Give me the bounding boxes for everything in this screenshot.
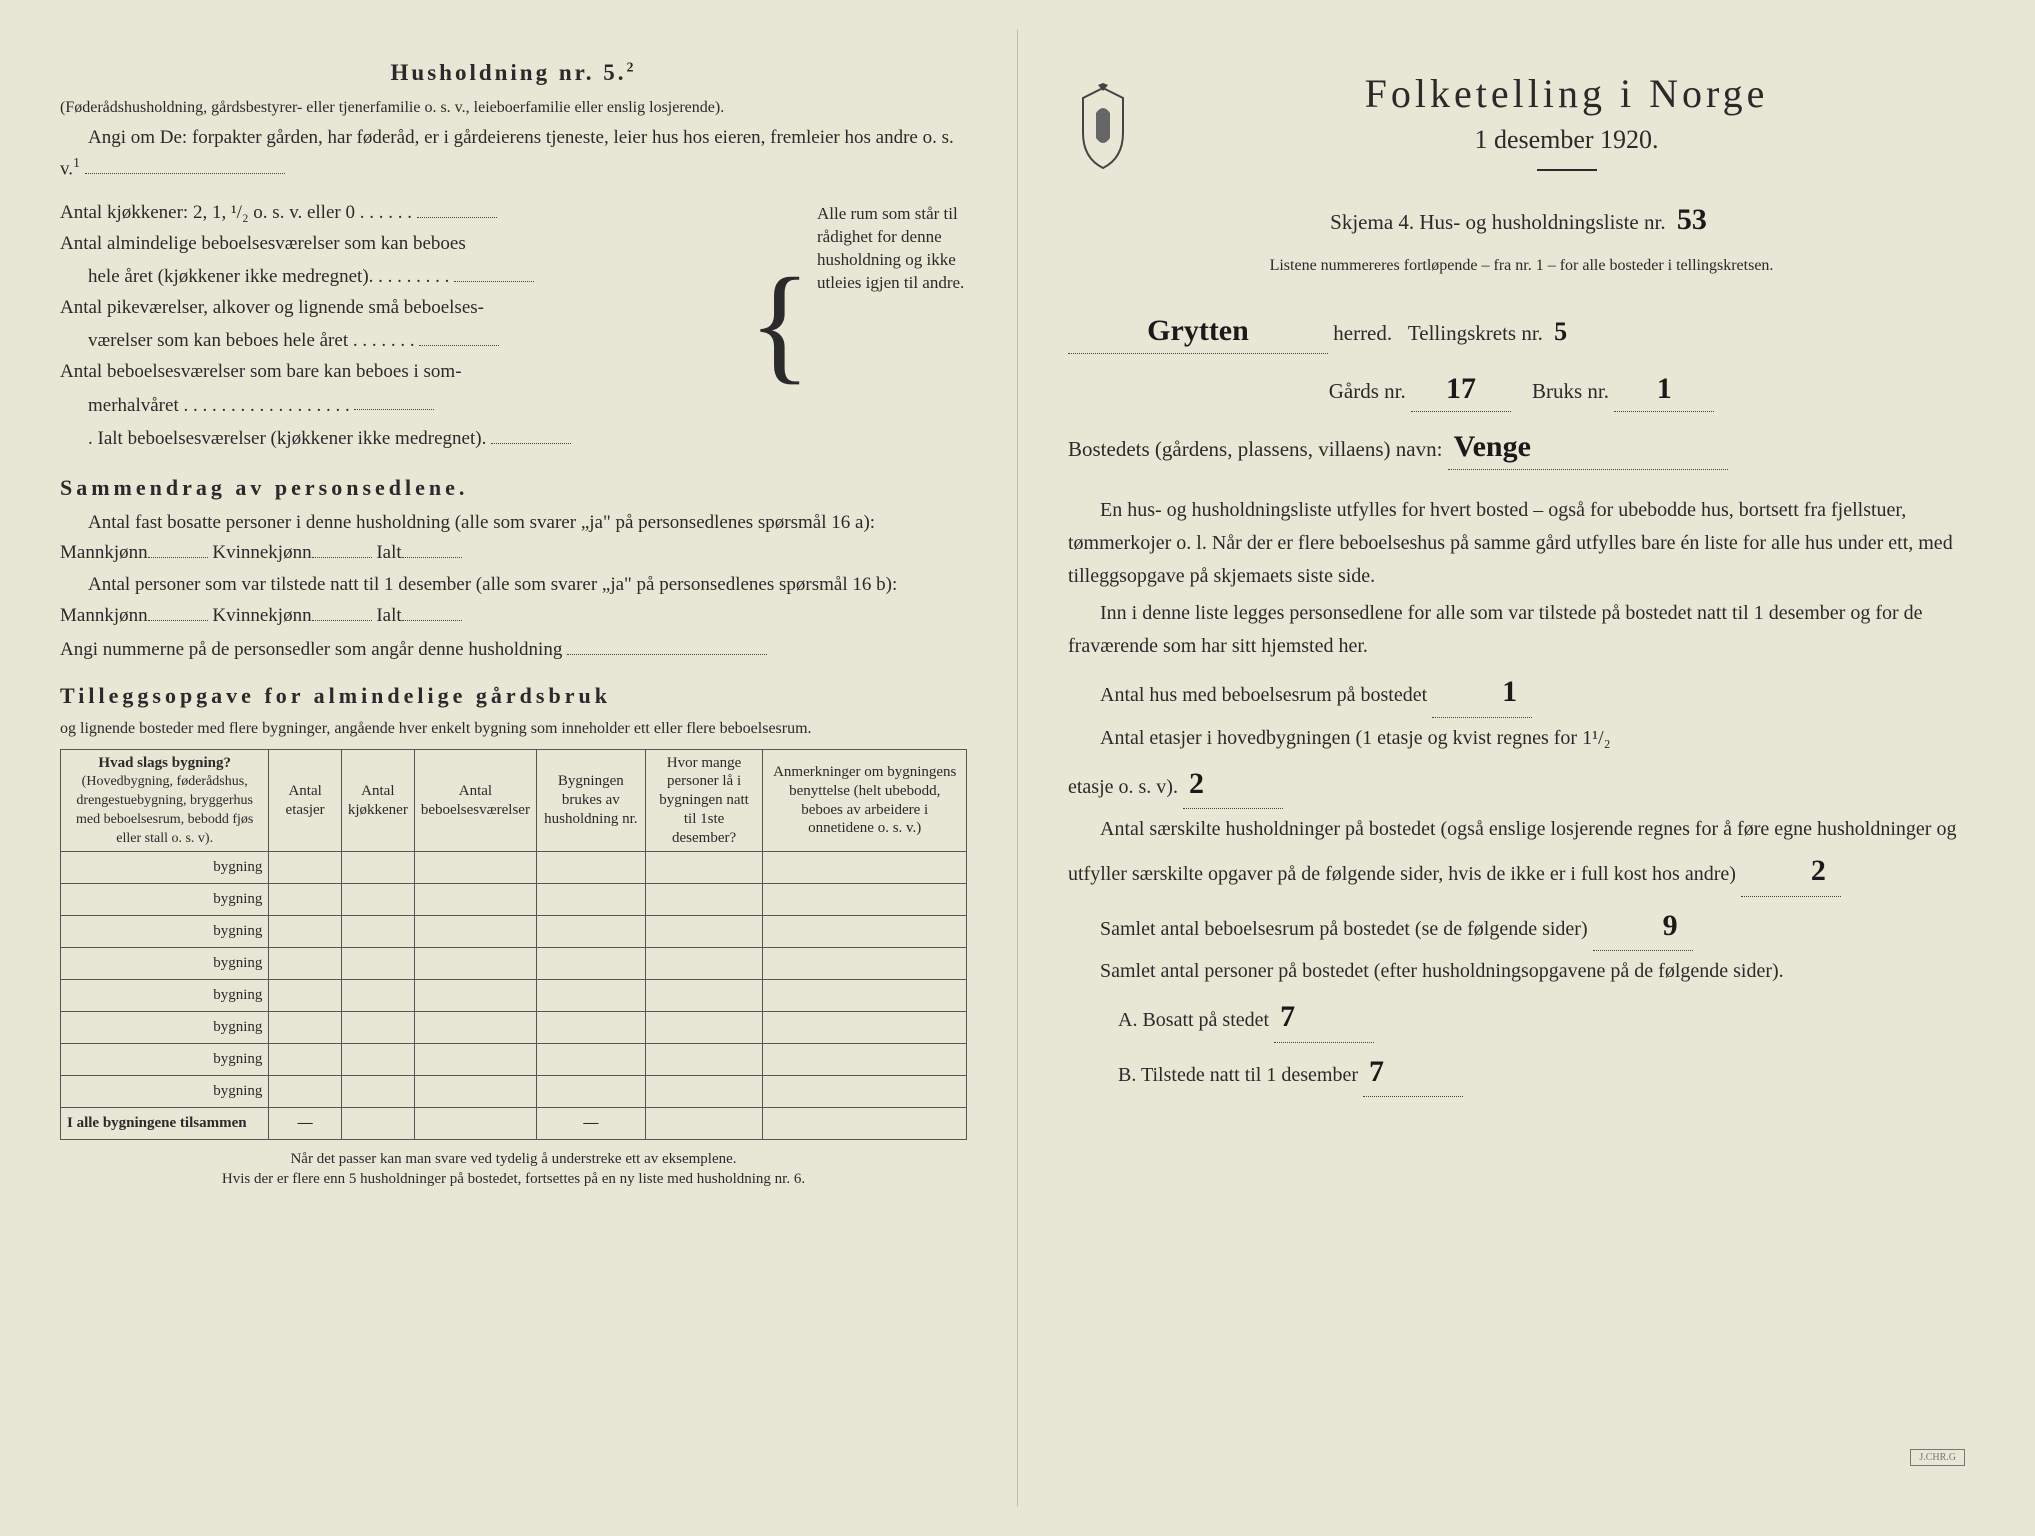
- q2b: etasje o. s. v). 2: [1068, 759, 1975, 810]
- table-row: bygning: [61, 980, 967, 1012]
- subtitle: 1 desember 1920.: [1158, 125, 1975, 155]
- intro-1: (Føderådshusholdning, gårdsbestyrer- ell…: [60, 96, 967, 120]
- table-row: bygning: [61, 916, 967, 948]
- herred-row: Grytten herred. Tellingskrets nr. 5: [1068, 308, 1975, 354]
- table-row: bygning: [61, 852, 967, 884]
- table-row: bygning: [61, 1012, 967, 1044]
- table-row: bygning: [61, 884, 967, 916]
- coat-of-arms-icon: [1068, 83, 1138, 173]
- kitchen-block: Antal kjøkkener: 2, 1, ¹/₂ o. s. v. elle…: [60, 193, 967, 456]
- curly-brace: {: [743, 266, 817, 383]
- list-number: 53: [1671, 197, 1713, 242]
- brace-note: Alle rum som står til rådighet for denne…: [817, 193, 967, 456]
- q1: Antal hus med beboelsesrum på bostedet 1: [1068, 667, 1975, 718]
- qB: B. Tilstede natt til 1 desember 7: [1068, 1047, 1975, 1098]
- para-2: Inn i denne liste legges personsedlene f…: [1068, 597, 1975, 663]
- print-stamp: J.CHR.G: [1910, 1449, 1965, 1466]
- gards-value: 17: [1440, 366, 1482, 411]
- summary-3: Angi nummerne på de personsedler som ang…: [60, 634, 967, 664]
- q2-value: 2: [1183, 759, 1210, 809]
- q4: Samlet antal beboelsesrum på bostedet (s…: [1068, 901, 1975, 952]
- summary-2: Antal personer som var tilstede natt til…: [60, 571, 967, 630]
- right-page: Folketelling i Norge 1 desember 1920. Sk…: [1018, 30, 2015, 1506]
- bosted-value: Venge: [1448, 424, 1537, 469]
- left-page: Husholdning nr. 5.2 (Føderådshusholdning…: [20, 30, 1018, 1506]
- q4-value: 9: [1625, 901, 1684, 951]
- tellingskrets-value: 5: [1548, 312, 1573, 351]
- q5: Samlet antal personer på bostedet (efter…: [1068, 955, 1975, 988]
- listene-note: Listene nummereres fortløpende – fra nr.…: [1068, 254, 1975, 278]
- skjema-row: Skjema 4. Hus- og husholdningsliste nr. …: [1068, 197, 1975, 242]
- q1-value: 1: [1464, 667, 1523, 717]
- summary-heading: Sammendrag av personsedlene.: [60, 475, 967, 501]
- supplement-sub: og lignende bosteder med flere bygninger…: [60, 717, 967, 741]
- gards-row: Gårds nr. 17 Bruks nr. 1: [1068, 366, 1975, 412]
- herred-value: Grytten: [1141, 308, 1255, 353]
- q2a: Antal etasjer i hovedbygningen (1 etasje…: [1068, 722, 1975, 755]
- bosted-row: Bostedets (gårdens, plassens, villaens) …: [1068, 424, 1975, 470]
- table-row: bygning: [61, 1076, 967, 1108]
- q3: Antal særskilte husholdninger på bostede…: [1068, 813, 1975, 897]
- q3-value: 2: [1773, 846, 1832, 896]
- qB-value: 7: [1363, 1047, 1390, 1097]
- footnote: Når det passer kan man svare ved tydelig…: [60, 1150, 967, 1189]
- supplement-heading: Tilleggsopgave for almindelige gårdsbruk: [60, 683, 967, 709]
- building-table: Hvad slags bygning?(Hovedbygning, føderå…: [60, 749, 967, 1141]
- summary-1: Antal fast bosatte personer i denne hush…: [60, 509, 967, 568]
- table-row: bygning: [61, 948, 967, 980]
- table-row: bygning: [61, 1044, 967, 1076]
- para-1: En hus- og husholdningsliste utfylles fo…: [1068, 494, 1975, 593]
- household-heading: Husholdning nr. 5.2: [60, 60, 967, 86]
- bruks-value: 1: [1651, 366, 1678, 411]
- intro-2: Angi om De: forpakter gården, har føderå…: [60, 124, 967, 183]
- qA-value: 7: [1274, 992, 1301, 1042]
- qA: A. Bosatt på stedet 7: [1068, 992, 1975, 1043]
- main-title: Folketelling i Norge: [1158, 70, 1975, 117]
